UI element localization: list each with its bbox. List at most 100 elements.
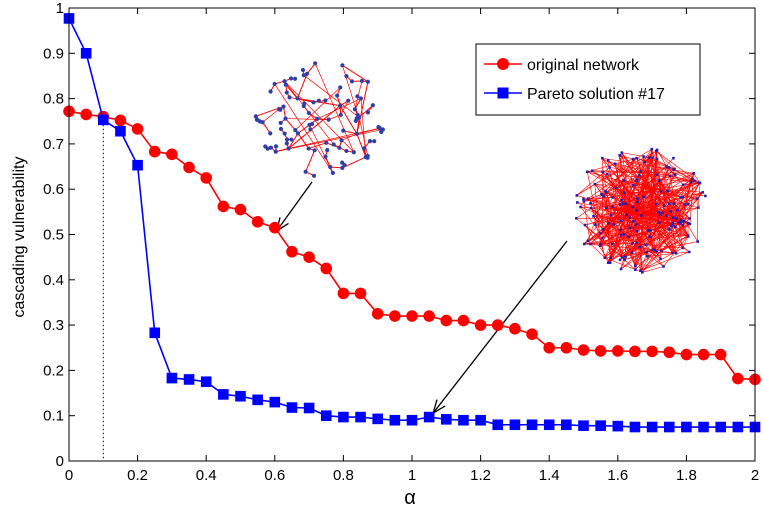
- network-edge: [620, 158, 658, 230]
- network-node: [701, 191, 705, 194]
- data-point: [131, 123, 144, 135]
- network-node: [355, 94, 360, 99]
- network-node: [657, 221, 661, 225]
- network-node: [674, 251, 678, 255]
- network-edge: [606, 207, 611, 263]
- network-node: [283, 116, 288, 121]
- network-node: [283, 82, 288, 87]
- network-edge: [600, 185, 634, 246]
- network-edge: [297, 124, 310, 134]
- network-node: [354, 131, 360, 137]
- network-node: [674, 225, 677, 229]
- network-node: [648, 235, 651, 238]
- network-node: [600, 156, 604, 160]
- network-edge: [262, 121, 271, 134]
- network-node: [341, 128, 346, 133]
- data-point: [577, 344, 590, 356]
- network-node: [642, 155, 645, 158]
- network-edge: [590, 243, 611, 263]
- network-node: [623, 258, 626, 261]
- network-node: [273, 149, 278, 154]
- data-point: [303, 251, 315, 263]
- network-node: [631, 157, 635, 161]
- data-point: [561, 419, 572, 431]
- data-point: [578, 420, 589, 431]
- network-node: [606, 159, 610, 162]
- network-node: [635, 178, 639, 181]
- network-edge: [604, 220, 622, 258]
- network-node: [613, 162, 617, 166]
- network-node: [686, 234, 690, 237]
- network-edge: [605, 157, 637, 192]
- data-point: [474, 319, 487, 331]
- network-node: [268, 89, 273, 94]
- network-node: [672, 156, 675, 160]
- network-node: [670, 223, 674, 226]
- network-edge: [631, 184, 684, 253]
- legend-entry: original network: [484, 57, 640, 74]
- network-node: [622, 179, 626, 182]
- network-edge: [288, 133, 299, 149]
- network-edge: [621, 152, 634, 222]
- network-node: [658, 179, 661, 182]
- data-point: [543, 419, 555, 431]
- series-original-network: [63, 105, 761, 386]
- network-node: [659, 190, 663, 193]
- data-point: [372, 413, 383, 425]
- network-node: [622, 191, 626, 194]
- y-tick-label: 0.3: [43, 317, 64, 334]
- network-edge: [340, 100, 349, 116]
- network-node: [273, 144, 279, 149]
- network-node: [306, 110, 312, 116]
- data-point: [732, 372, 744, 385]
- data-point: [371, 307, 384, 320]
- data-point: [663, 421, 675, 433]
- network-edge: [297, 133, 310, 149]
- network-node: [586, 239, 590, 243]
- network-node: [594, 223, 597, 226]
- network-node: [673, 173, 677, 177]
- network-insets: [253, 61, 707, 415]
- network-node: [358, 96, 364, 101]
- network-node: [619, 267, 623, 271]
- data-point: [234, 203, 247, 216]
- network-node: [654, 202, 658, 206]
- network-node: [361, 146, 367, 151]
- y-axis-label: cascading vulnerability: [11, 157, 28, 318]
- data-point: [166, 372, 178, 384]
- network-node: [609, 256, 612, 259]
- network-node: [576, 201, 579, 204]
- data-point: [355, 411, 366, 423]
- network-node: [340, 160, 345, 165]
- network-node: [330, 170, 335, 175]
- network-edge: [594, 150, 657, 185]
- data-point: [389, 414, 401, 426]
- data-point: [458, 414, 469, 426]
- x-tick-label: 0.8: [333, 467, 354, 484]
- network-node: [611, 205, 614, 209]
- network-node: [599, 232, 603, 235]
- network-node: [647, 156, 651, 159]
- network-edge: [643, 156, 663, 252]
- data-point: [132, 159, 143, 171]
- network-node: [282, 131, 287, 136]
- network-node: [669, 224, 673, 228]
- network-node: [635, 208, 638, 212]
- network-node: [311, 173, 317, 178]
- network-edge: [677, 192, 703, 211]
- network-edge: [623, 158, 634, 181]
- network-node: [380, 127, 385, 132]
- network-node: [636, 197, 639, 200]
- data-point: [594, 345, 607, 357]
- data-point: [715, 421, 726, 433]
- data-point: [320, 410, 332, 421]
- legend: original network Pareto solution #17: [475, 43, 701, 116]
- network-node: [696, 240, 699, 243]
- data-point: [200, 376, 212, 388]
- data-point: [560, 341, 573, 354]
- network-node: [659, 212, 662, 216]
- network-node: [692, 171, 695, 175]
- network-edge: [296, 73, 308, 99]
- network-node: [661, 211, 664, 215]
